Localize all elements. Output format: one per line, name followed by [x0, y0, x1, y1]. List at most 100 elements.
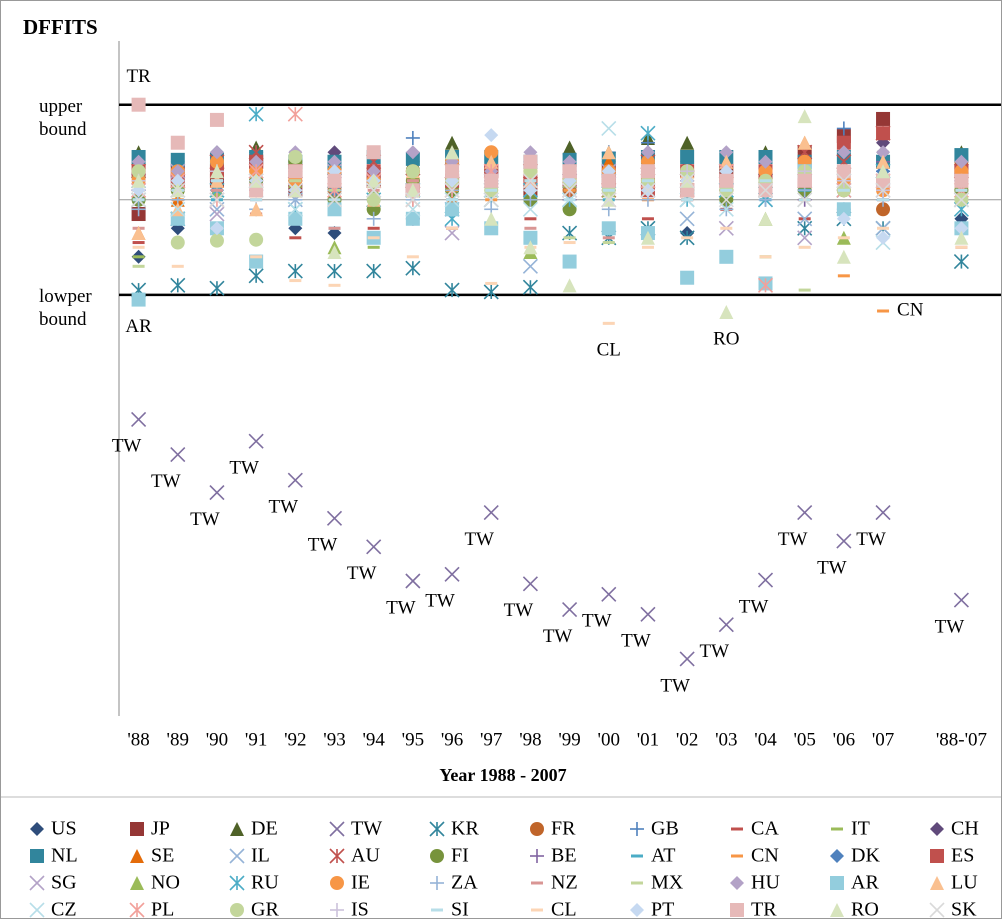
legend-label: MX [651, 872, 684, 894]
point [955, 188, 968, 192]
point [641, 179, 654, 183]
point [327, 202, 342, 217]
point [287, 263, 303, 279]
point-stroke [718, 617, 734, 633]
point [601, 173, 616, 188]
point-shape [288, 164, 303, 179]
legend-marker [831, 827, 843, 831]
point-shape [484, 211, 499, 226]
legend-label: SI [451, 899, 469, 918]
point-stroke [797, 192, 813, 208]
point [485, 281, 498, 285]
point-shape [641, 245, 654, 249]
point-shape [327, 173, 342, 188]
point [836, 135, 851, 150]
point-shape [562, 164, 577, 179]
legend-marker-shape [930, 876, 944, 890]
point [132, 241, 145, 245]
legend-label: ES [951, 845, 974, 867]
point [797, 504, 813, 521]
point-stroke [522, 201, 538, 217]
point-shape [289, 236, 302, 240]
point [523, 154, 538, 169]
legend-marker [531, 881, 543, 885]
legend-label: BE [551, 845, 577, 867]
point [837, 274, 850, 278]
legend-marker-stroke [29, 902, 45, 918]
legend-label: IL [251, 845, 270, 867]
point [289, 236, 302, 240]
point [720, 188, 733, 192]
point [287, 201, 303, 217]
point-shape [836, 211, 851, 226]
point [248, 268, 264, 284]
legend-label: TW [351, 818, 382, 840]
point-shape [601, 145, 616, 160]
point [131, 192, 147, 208]
annotation: TW [660, 675, 690, 696]
legend-label: KR [451, 818, 479, 840]
point-stroke [287, 472, 303, 488]
point [836, 533, 852, 549]
point [876, 111, 891, 126]
point [719, 145, 734, 160]
legend-label: TR [751, 899, 777, 918]
annotation: TW [856, 529, 886, 550]
point [797, 135, 812, 150]
point [640, 164, 655, 179]
point-shape [877, 309, 890, 313]
point [759, 179, 772, 183]
legend-marker-shape [830, 849, 844, 863]
legend-marker [330, 903, 344, 917]
point [954, 154, 969, 169]
annotation: TW [190, 509, 220, 530]
point [602, 241, 615, 245]
point [954, 173, 969, 188]
x-tick-label: '00 [598, 729, 620, 750]
point [366, 182, 382, 198]
legend-marker [731, 854, 743, 858]
point-shape [406, 179, 419, 183]
point [837, 236, 850, 240]
point [562, 140, 577, 155]
point [877, 198, 890, 202]
point [170, 446, 186, 463]
point-shape [562, 278, 577, 293]
legend-marker-shape [630, 903, 644, 917]
legend-marker [830, 876, 844, 890]
legend-marker-shape [631, 854, 643, 858]
point-stroke [679, 173, 695, 189]
point [602, 236, 615, 240]
point-shape [209, 233, 224, 248]
legend-marker-stroke [929, 902, 945, 918]
annotation: TW [935, 616, 965, 637]
point [758, 154, 773, 169]
point-shape [484, 154, 499, 169]
legend-label: SE [151, 845, 174, 867]
point-stroke [131, 411, 147, 427]
point-shape [954, 221, 969, 236]
point-shape [132, 264, 145, 268]
point [209, 485, 225, 501]
point [640, 230, 655, 245]
legend-marker [930, 822, 944, 836]
point-shape [720, 226, 733, 230]
point-shape [836, 135, 851, 150]
point-stroke [640, 606, 656, 622]
point-shape [876, 154, 891, 169]
point [170, 235, 185, 250]
point [562, 182, 578, 198]
point [405, 164, 420, 179]
x-tick-label: '91 [245, 729, 267, 750]
point-shape [719, 145, 734, 160]
point-shape [955, 188, 968, 192]
legend-marker [130, 849, 144, 863]
point-shape [563, 236, 576, 240]
point [483, 192, 499, 208]
point [209, 164, 224, 179]
point-shape [131, 164, 146, 179]
annotation: TW [347, 563, 377, 584]
point-shape [524, 226, 537, 230]
legend-marker [230, 903, 244, 917]
point-shape [446, 198, 459, 202]
